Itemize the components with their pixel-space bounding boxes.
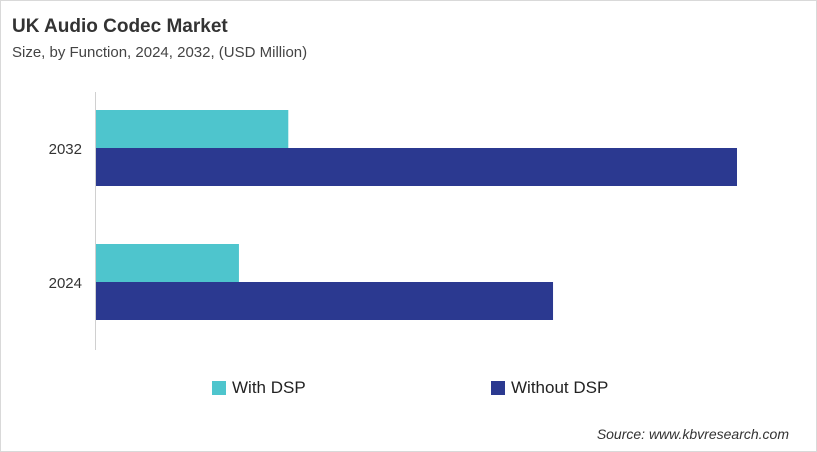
legend-swatch [491,381,505,395]
chart-subtitle: Size, by Function, 2024, 2032, (USD Mill… [12,44,308,61]
legend-label: With DSP [232,378,306,397]
bar-2024-without-dsp [96,282,554,320]
legend-swatch [212,381,226,395]
bar-2032-without-dsp [96,148,737,186]
bar-2032-with-dsp [96,110,289,148]
legend-label: Without DSP [511,378,609,397]
legend-item-with-dsp: With DSP [212,378,306,398]
y-tick-label: 2032 [49,141,82,158]
bar-2024-with-dsp [96,244,239,282]
legend-item-without-dsp: Without DSP [491,378,608,398]
source-note: Source: www.kbvresearch.com [596,426,789,442]
chart-title: UK Audio Codec Market [12,16,228,37]
y-tick-label: 2024 [49,275,82,292]
